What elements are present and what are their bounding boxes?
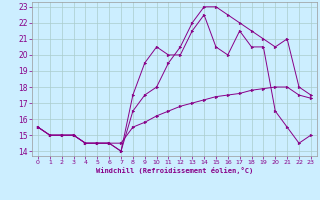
X-axis label: Windchill (Refroidissement éolien,°C): Windchill (Refroidissement éolien,°C) bbox=[96, 167, 253, 174]
